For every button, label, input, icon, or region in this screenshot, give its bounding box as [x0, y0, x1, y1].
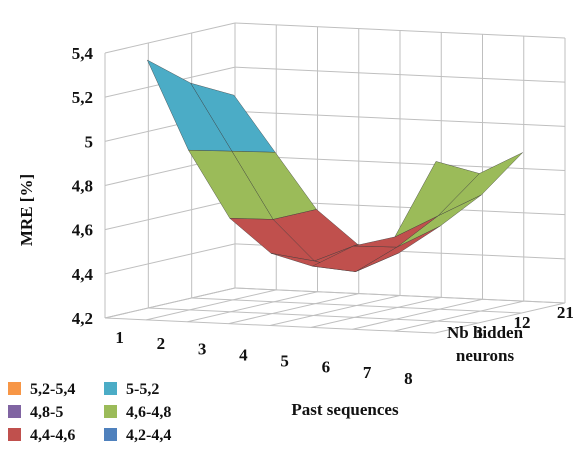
floor-gridline: [269, 295, 401, 326]
legend-label: 4,8-5: [30, 404, 63, 421]
legend-label: 4,4-4,6: [30, 427, 75, 444]
floor-gridline: [434, 302, 566, 334]
legend-swatch: [8, 428, 21, 441]
floor-gridline: [148, 307, 479, 324]
floor-gridline: [146, 289, 277, 321]
x-tick-label: 7: [363, 363, 372, 382]
surface-patch: [394, 161, 480, 238]
z-tick-label: 4,4: [72, 265, 94, 284]
legend-swatch: [104, 382, 117, 395]
x-tick-label: 3: [198, 340, 207, 359]
legend-swatch: [8, 405, 21, 418]
floor-gridline: [311, 296, 442, 328]
y-tick-label: 3: [474, 323, 483, 342]
legend: 5,2-5,4 5-5,2 4,8-5 4,6-4,8 4,4-4,6 4,2-4,4: [8, 381, 171, 444]
surface-layer: [146, 59, 523, 272]
legend-label: 4,2-4,4: [126, 427, 171, 444]
z-tick-label: 4,6: [72, 221, 93, 240]
y-axis-title-line2: neurons: [456, 346, 515, 365]
side-wall-gridline: [104, 243, 236, 275]
z-tick-label: 4,8: [72, 177, 93, 196]
legend-label: 5-5,2: [126, 381, 159, 398]
x-tick-label: 8: [404, 369, 413, 388]
x-tick-label: 4: [239, 346, 248, 365]
floor-gridline: [187, 291, 318, 323]
floor-gridline: [352, 298, 483, 330]
z-tick-label: 5: [85, 132, 94, 151]
y-axis-title-line1: Nb hidden: [447, 323, 524, 342]
x-tick-label: 5: [280, 351, 289, 370]
z-axis-title: MRE [%]: [17, 174, 36, 246]
floor-gridline: [393, 300, 524, 332]
z-tick-label: 5,2: [72, 88, 93, 107]
floor-gridline: [104, 317, 436, 334]
side-wall-gridline: [104, 287, 236, 319]
y-tick-label: 12: [514, 313, 531, 332]
z-tick-label: 4,2: [72, 309, 93, 328]
legend-swatch: [104, 428, 117, 441]
side-wall-gridline: [104, 22, 236, 54]
legend-label: 4,6-4,8: [126, 404, 171, 421]
x-tick-label: 2: [157, 334, 166, 353]
x-axis-title: Past sequences: [291, 400, 399, 419]
x-tick-label: 1: [115, 328, 124, 347]
z-tick-label: 5,4: [72, 44, 94, 63]
legend-swatch: [104, 405, 117, 418]
legend-swatch: [8, 382, 21, 395]
legend-label: 5,2-5,4: [30, 381, 75, 398]
x-tick-label: 6: [322, 357, 331, 376]
y-tick-label: 21: [557, 303, 574, 322]
side-wall-gridline: [104, 199, 236, 231]
floor-gridline: [228, 293, 359, 325]
floor-gridline: [191, 297, 522, 314]
